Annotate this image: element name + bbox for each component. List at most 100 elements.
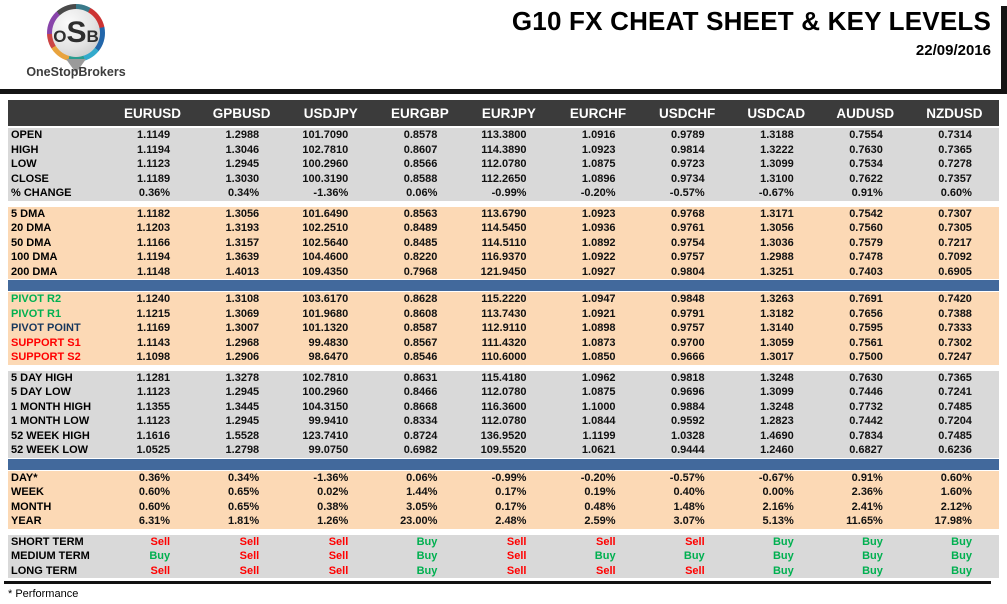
- cell-5-day-high-eurjpy: 115.4180: [481, 371, 527, 384]
- table-header-row: EURUSD GPBUSD USDJPY EURGBP EURJPY EURCHF USDC…: [8, 100, 999, 126]
- cell-50-dma-eurchf: 1.0892: [581, 236, 616, 249]
- cell-1-month-high-usdjpy: 104.3150: [302, 400, 349, 413]
- fx-cheat-sheet-table: EURUSD GPBUSD USDJPY EURGBP EURJPY EURCHF USDC…: [8, 100, 999, 578]
- cell-long-term-eurusd: Sell: [150, 564, 171, 577]
- cell-long-term-gpbusd: Sell: [239, 564, 260, 577]
- cell-5-day-high-nzdusd: 0.7365: [938, 371, 972, 384]
- cell-day-eurjpy: -0.99%: [491, 471, 527, 484]
- row-label: 50 DMA: [11, 236, 52, 249]
- column-header-gpbusd: GPBUSD: [212, 105, 271, 121]
- cell-high-eurjpy: 114.3890: [481, 143, 527, 156]
- row-label: 5 DMA: [11, 207, 46, 220]
- table-row-52-week-high: 52 WEEK HIGH 1.1616 1.5528 123.7410 0.8724 13…: [8, 429, 999, 444]
- cell-change-eurchf: -0.20%: [580, 187, 616, 200]
- cell-support-s2-eurusd: 1.1098: [136, 351, 171, 364]
- cell-pivot-r1-usdjpy: 101.9680: [302, 307, 349, 320]
- cell-short-term-nzdusd: Buy: [951, 535, 972, 548]
- cell-short-term-usdjpy: Sell: [328, 535, 349, 548]
- cell-100-dma-eurjpy: 116.9370: [481, 251, 527, 264]
- cell-pivot-point-usdchf: 0.9757: [671, 322, 705, 335]
- section-pivots: PIVOT R2 1.1240 1.3108 103.6170 0.8628 115.22…: [8, 292, 999, 365]
- cell-50-dma-eurusd: 1.1166: [137, 236, 171, 249]
- table-row-high: HIGH 1.1194 1.3046 102.7810 0.8607 114.3890 1.…: [8, 143, 999, 158]
- cell-change-eurjpy: -0.99%: [491, 187, 527, 200]
- cell-year-nzdusd: 17.98%: [934, 515, 972, 528]
- table-row-long-term: LONG TERM Sell Sell Sell Buy Sell Sell Sell Buy B…: [8, 564, 999, 579]
- cell-20-dma-eurusd: 1.1203: [136, 222, 171, 235]
- cell-year-usdcad: 5.13%: [762, 515, 794, 528]
- section-separator-gap: [8, 364, 999, 371]
- table-row-close: CLOSE 1.1189 1.3030 100.3190 0.8588 112.2650 1…: [8, 172, 999, 187]
- row-label: YEAR: [11, 515, 42, 528]
- table-row-year: YEAR 6.31% 1.81% 1.26% 23.00% 2.48% 2.59% 3.07%…: [8, 514, 999, 529]
- column-header-nzdusd: NZDUSD: [926, 105, 983, 121]
- row-label: SHORT TERM: [11, 535, 84, 548]
- logo-letter-b: B: [86, 27, 99, 46]
- cell-1-month-high-eurjpy: 116.3600: [481, 400, 527, 413]
- cell-5-day-high-usdcad: 1.3248: [760, 371, 794, 384]
- cell-close-eurjpy: 112.2650: [481, 172, 527, 185]
- cell-52-week-low-eurgbp: 0.6982: [403, 444, 438, 457]
- table-row-pivot-r1: PIVOT R1 1.1215 1.3069 101.9680 0.8608 113.74…: [8, 307, 999, 322]
- header-divider-rule: [0, 89, 1007, 94]
- cell-200-dma-nzdusd: 0.6905: [938, 265, 972, 278]
- cell-close-usdjpy: 100.3190: [302, 172, 349, 185]
- section-performance: DAY* 0.36% 0.34% -1.36% 0.06% -0.99% -0.20% -0.…: [8, 470, 999, 529]
- cell-52-week-high-audusd: 0.7834: [849, 429, 883, 442]
- cell-close-audusd: 0.7622: [849, 172, 883, 185]
- cell-week-audusd: 2.36%: [851, 486, 883, 499]
- cell-week-eurchf: 0.19%: [584, 486, 616, 499]
- page-title: G10 FX CHEAT SHEET & KEY LEVELS: [511, 6, 991, 36]
- row-label: MONTH: [11, 500, 52, 513]
- cell-close-usdchf: 0.9734: [671, 172, 705, 185]
- column-header-eurchf: EURCHF: [569, 105, 627, 121]
- cell-day-usdchf: -0.57%: [669, 471, 705, 484]
- cell-100-dma-usdjpy: 104.4600: [302, 251, 349, 264]
- cell-long-term-eurgbp: Buy: [416, 564, 438, 577]
- table-row-open: OPEN 1.1149 1.2988 101.7090 0.8578 113.3800 1.…: [8, 128, 999, 143]
- cell-pivot-r2-eurgbp: 0.8628: [403, 293, 438, 306]
- section-separator-bar: [8, 279, 999, 292]
- cell-52-week-high-eurjpy: 136.9520: [480, 429, 527, 442]
- table-row-support-s1: SUPPORT S1 1.1143 1.2968 99.4830 0.8567 111.4…: [8, 336, 999, 351]
- cell-5-day-high-usdjpy: 102.7810: [302, 371, 349, 384]
- cell-200-dma-audusd: 0.7403: [849, 265, 883, 278]
- cell-month-usdcad: 2.16%: [762, 500, 794, 513]
- cell-support-s2-usdjpy: 98.6470: [308, 351, 349, 364]
- cell-week-usdcad: 0.00%: [762, 486, 794, 499]
- table-row-pivot-point: PIVOT POINT 1.1169 1.3007 101.1320 0.8587 112…: [8, 321, 999, 336]
- performance-footnote: * Performance: [8, 588, 79, 600]
- cell-month-nzdusd: 2.12%: [940, 500, 972, 513]
- cell-52-week-high-usdcad: 1.4690: [760, 429, 794, 442]
- cell-short-term-eurchf: Sell: [595, 535, 616, 548]
- cell-pivot-point-eurchf: 1.0898: [581, 322, 616, 335]
- cell-50-dma-usdjpy: 102.5640: [302, 236, 349, 249]
- cell-change-eurusd: 0.36%: [138, 187, 171, 200]
- cell-200-dma-eurjpy: 121.9450: [480, 265, 527, 278]
- cell-short-term-eurjpy: Sell: [506, 535, 527, 548]
- cell-20-dma-usdjpy: 102.2510: [302, 222, 349, 235]
- row-label: CLOSE: [11, 172, 49, 185]
- cell-month-usdjpy: 0.38%: [317, 500, 349, 513]
- cell-pivot-point-eurjpy: 112.9110: [481, 322, 527, 335]
- cell-month-eurjpy: 0.17%: [495, 500, 527, 513]
- cell-1-month-high-nzdusd: 0.7485: [938, 400, 972, 413]
- cell-52-week-high-usdchf: 1.0328: [671, 429, 705, 442]
- cell-close-eurgbp: 0.8588: [403, 172, 438, 185]
- cell-52-week-high-gpbusd: 1.5528: [225, 429, 260, 442]
- row-label: 100 DMA: [11, 251, 58, 264]
- cell-low-audusd: 0.7534: [849, 158, 883, 171]
- cell-support-s1-usdchf: 0.9700: [671, 336, 705, 349]
- cell-month-eurchf: 0.48%: [584, 500, 616, 513]
- section-trend: SHORT TERM Sell Sell Sell Buy Sell Sell Sell Buy…: [8, 534, 999, 579]
- cell-5-day-high-eurusd: 1.1281: [136, 371, 171, 384]
- cell-support-s1-usdjpy: 99.4830: [308, 336, 349, 349]
- cell-pivot-r1-eurjpy: 113.7430: [481, 307, 527, 320]
- cell-1-month-high-eurusd: 1.1355: [136, 400, 171, 413]
- table-row-5-day-low: 5 DAY LOW 1.1123 1.2945 100.2960 0.8466 112.0…: [8, 385, 999, 400]
- table-row-day: DAY* 0.36% 0.34% -1.36% 0.06% -0.99% -0.20% -0.…: [8, 471, 999, 486]
- cell-close-eurchf: 1.0896: [581, 172, 616, 185]
- cell-pivot-point-audusd: 0.7595: [849, 322, 883, 335]
- cell-month-eurusd: 0.60%: [138, 500, 171, 513]
